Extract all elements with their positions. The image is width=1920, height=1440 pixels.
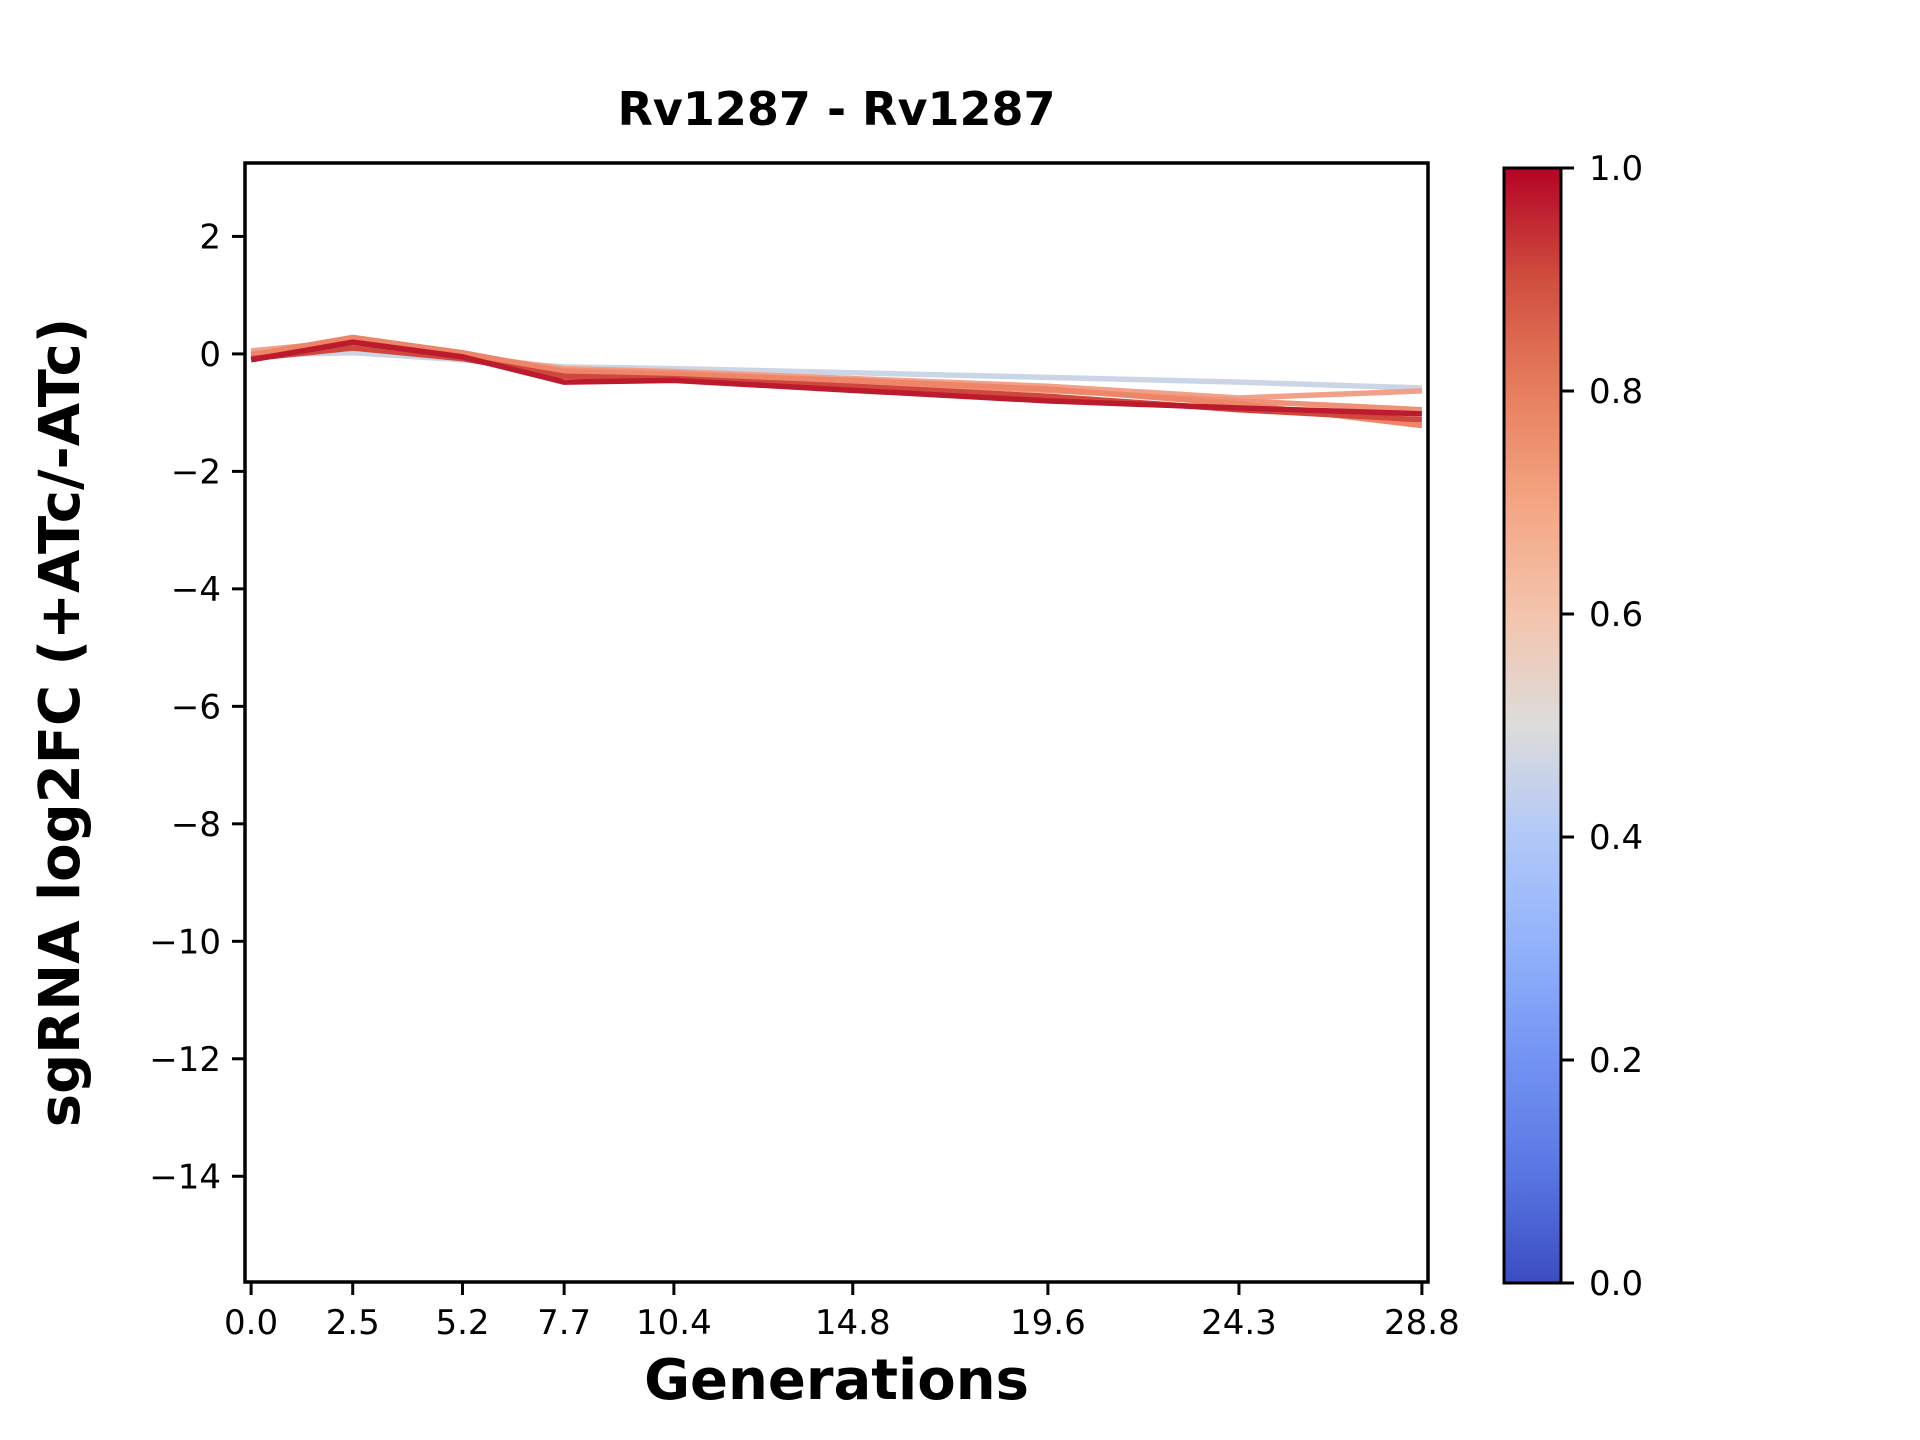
colorbar-tick-label: 0.8 [1589, 372, 1643, 412]
x-axis-label: Generations [644, 1348, 1029, 1413]
y-tick-label: 2 [199, 217, 221, 257]
x-tick-label: 19.6 [1010, 1303, 1086, 1343]
colorbar-outline [1502, 166, 1563, 1285]
y-tick-label: −6 [171, 687, 221, 727]
y-tick-label: −8 [171, 805, 221, 845]
colorbar-tick-label: 1.0 [1589, 149, 1643, 189]
y-tick-label: −4 [171, 570, 221, 610]
y-tick-label: −14 [149, 1157, 221, 1197]
colorbar-tick-label: 0.2 [1589, 1041, 1643, 1081]
x-tick-label: 28.8 [1384, 1303, 1460, 1343]
x-tick-label: 5.2 [435, 1303, 489, 1343]
chart-title: Rv1287 - Rv1287 [617, 82, 1056, 136]
colorbar-tick-label: 0.6 [1589, 595, 1643, 635]
x-tick-label: 10.4 [636, 1303, 712, 1343]
y-tick-label: −10 [149, 922, 221, 962]
axes-box [243, 161, 1430, 1284]
y-tick-label: −2 [171, 452, 221, 492]
x-tick-label: 14.8 [815, 1303, 891, 1343]
series-line-1 [251, 349, 1422, 391]
colorbar-tick-label: 0.4 [1589, 818, 1643, 858]
x-tick-label: 7.7 [537, 1303, 591, 1343]
y-tick-label: −12 [149, 1040, 221, 1080]
series-line-6 [250, 339, 1422, 417]
y-tick-label: 0 [199, 335, 221, 375]
x-tick-label: 24.3 [1201, 1303, 1277, 1343]
series-line-4 [250, 334, 1423, 429]
x-tick-label: 2.5 [326, 1303, 380, 1343]
colorbar-gradient [1504, 168, 1561, 1283]
colorbar-tick-label: 0.0 [1589, 1264, 1643, 1304]
x-tick-label: 0.0 [224, 1303, 278, 1343]
